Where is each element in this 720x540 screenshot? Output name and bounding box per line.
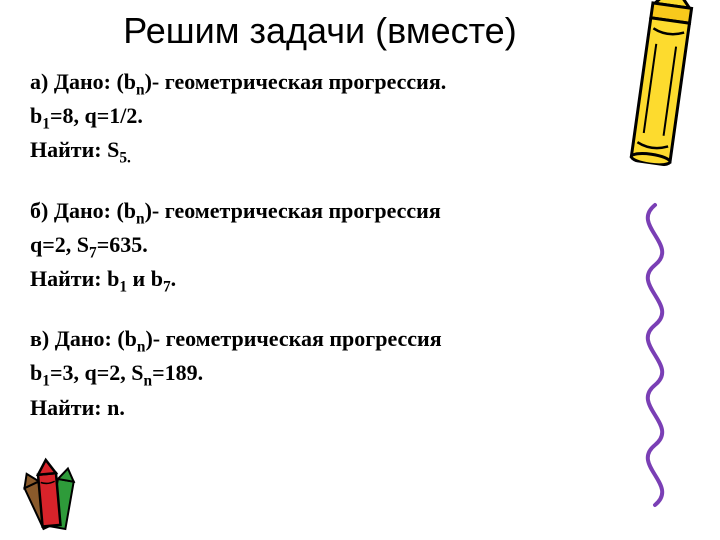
text: в) Дано: (b (30, 326, 137, 351)
problem-c-line2: b1=3, q=2, Sn=189. (30, 360, 203, 385)
problem-b: б) Дано: (bn)- геометрическая прогрессия… (30, 196, 600, 299)
text: b (30, 360, 42, 385)
problem-a: а) Дано: (bn)- геометрическая прогрессия… (30, 67, 600, 170)
text: Найти: S (30, 137, 119, 162)
text: =8, q=1/2. (50, 103, 143, 128)
problem-b-line3: Найти: b1 и b7. (30, 266, 176, 291)
sub: n (136, 81, 145, 98)
sub: 1 (42, 116, 50, 133)
sub: 7 (163, 278, 171, 295)
text: =3, q=2, S (50, 360, 144, 385)
text: б) Дано: (b (30, 198, 136, 223)
problems-container: а) Дано: (bn)- геометрическая прогрессия… (0, 52, 720, 422)
text: )- геометрическая прогрессия (145, 198, 441, 223)
problem-c-line1: в) Дано: (bn)- геометрическая прогрессия (30, 326, 442, 351)
problem-c: в) Дано: (bn)- геометрическая прогрессия… (30, 324, 600, 422)
sub: 1 (42, 373, 50, 390)
problem-b-line2: q=2, S7=635. (30, 232, 148, 257)
page-title: Решим задачи (вместе) (0, 0, 720, 52)
problem-c-line3: Найти: n. (30, 395, 125, 420)
text: q=2, S (30, 232, 89, 257)
problem-a-line1: а) Дано: (bn)- геометрическая прогрессия… (30, 69, 446, 94)
text: b (30, 103, 42, 128)
sub: 5. (119, 150, 131, 167)
problem-a-line3: Найти: S5. (30, 137, 131, 162)
sub: n (136, 210, 145, 227)
text: а) Дано: (b (30, 69, 136, 94)
text: и b (127, 266, 163, 291)
crayons-bottom-left-icon (12, 452, 102, 532)
text: =189. (152, 360, 203, 385)
text: )- геометрическая прогрессия (145, 326, 441, 351)
text: . (171, 266, 177, 291)
problem-b-line1: б) Дано: (bn)- геометрическая прогрессия (30, 198, 441, 223)
text: Найти: b (30, 266, 119, 291)
sub: 7 (89, 244, 97, 261)
squiggle-purple-icon (625, 200, 685, 510)
text: )- геометрическая прогрессия. (145, 69, 447, 94)
sub: n (144, 373, 153, 390)
problem-a-line2: b1=8, q=1/2. (30, 103, 143, 128)
text: =635. (97, 232, 148, 257)
sub: 1 (119, 278, 127, 295)
